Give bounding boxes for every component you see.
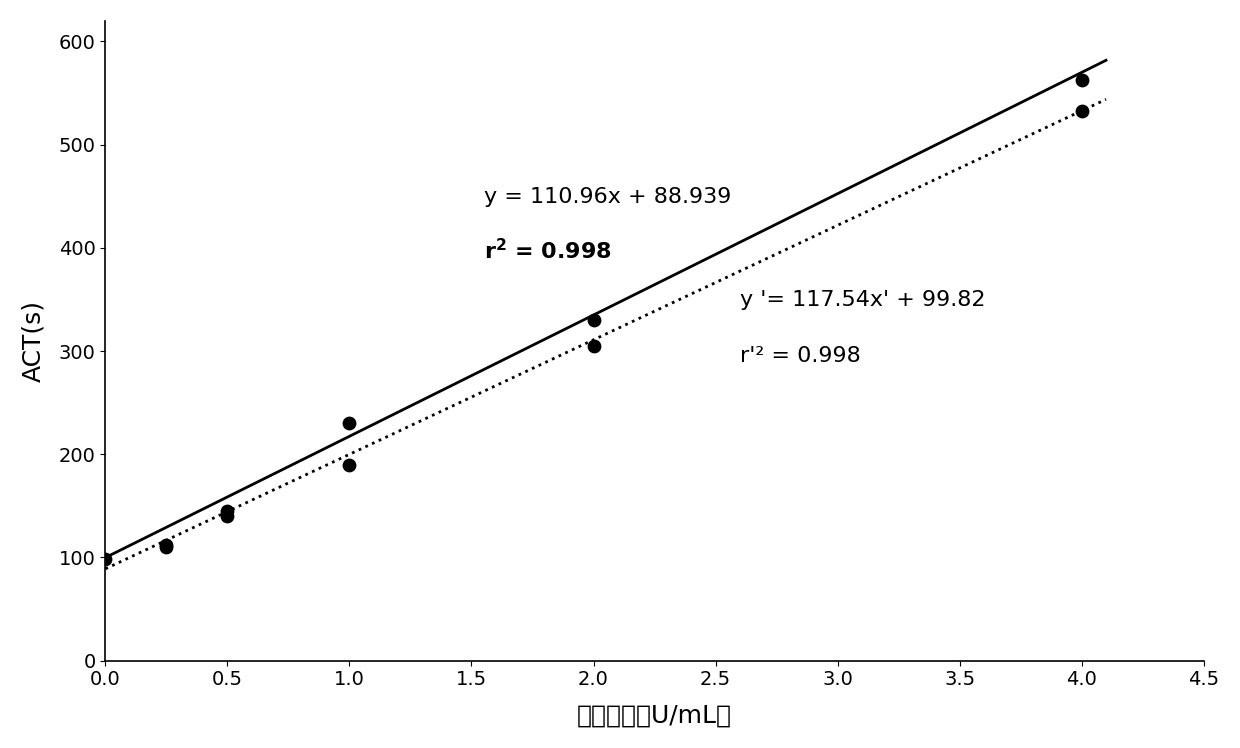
Point bbox=[156, 541, 176, 553]
Y-axis label: ACT(s): ACT(s) bbox=[21, 300, 45, 381]
Point bbox=[584, 340, 604, 352]
Text: $\mathbf{r^2}$ = 0.998: $\mathbf{r^2}$ = 0.998 bbox=[484, 238, 611, 263]
X-axis label: 肝素活性（U/mL）: 肝素活性（U/mL） bbox=[577, 703, 732, 727]
Text: r'² = 0.998: r'² = 0.998 bbox=[740, 346, 861, 367]
Text: y '= 117.54x' + 99.82: y '= 117.54x' + 99.82 bbox=[740, 289, 986, 310]
Point bbox=[217, 510, 237, 522]
Text: y = 110.96x + 88.939: y = 110.96x + 88.939 bbox=[484, 186, 732, 206]
Point bbox=[340, 459, 360, 470]
Point bbox=[95, 554, 115, 565]
Point bbox=[217, 505, 237, 517]
Point bbox=[1071, 73, 1091, 85]
Point bbox=[156, 539, 176, 551]
Point bbox=[340, 417, 360, 429]
Point bbox=[584, 314, 604, 326]
Point bbox=[1071, 105, 1091, 117]
